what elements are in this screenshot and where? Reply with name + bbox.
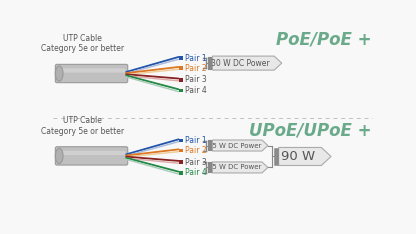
Text: 45 W DC Power: 45 W DC Power — [208, 143, 261, 149]
FancyBboxPatch shape — [55, 64, 128, 83]
Text: PoE/PoE +: PoE/PoE + — [275, 30, 371, 48]
Text: 45 W DC Power: 45 W DC Power — [208, 165, 261, 170]
Polygon shape — [213, 140, 268, 151]
Text: Pair 2: Pair 2 — [185, 146, 206, 155]
Text: Pair 3: Pair 3 — [185, 75, 206, 84]
FancyBboxPatch shape — [58, 151, 125, 155]
Text: Pair 3: Pair 3 — [185, 157, 206, 167]
Ellipse shape — [55, 66, 63, 81]
FancyBboxPatch shape — [58, 69, 125, 73]
Polygon shape — [279, 147, 331, 165]
Text: UTP Cable
Category 5e or better: UTP Cable Category 5e or better — [41, 117, 124, 136]
FancyBboxPatch shape — [55, 147, 128, 165]
Bar — [179, 149, 183, 152]
Text: Pair 1: Pair 1 — [185, 54, 206, 63]
Ellipse shape — [55, 148, 63, 164]
Text: UTP Cable
Category 5e or better: UTP Cable Category 5e or better — [41, 34, 124, 54]
Bar — [179, 160, 183, 164]
Text: Pair 1: Pair 1 — [185, 136, 206, 145]
Polygon shape — [213, 162, 268, 173]
Polygon shape — [213, 56, 282, 70]
Text: UPoE/UPoE +: UPoE/UPoE + — [248, 121, 371, 139]
Bar — [179, 66, 183, 70]
Bar — [179, 139, 183, 143]
Text: Pair 4: Pair 4 — [185, 168, 206, 177]
Text: Pair 4: Pair 4 — [185, 86, 206, 95]
Bar — [179, 56, 183, 60]
Bar — [179, 88, 183, 92]
Bar — [179, 171, 183, 175]
Text: Pair 2: Pair 2 — [185, 64, 206, 73]
Text: 30 W DC Power: 30 W DC Power — [211, 58, 270, 68]
Bar — [179, 78, 183, 82]
Text: 90 W: 90 W — [281, 150, 315, 163]
